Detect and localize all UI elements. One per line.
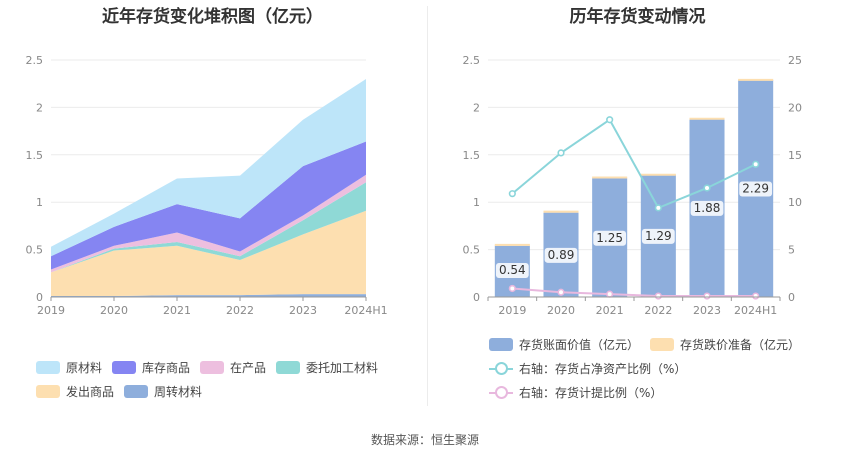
legend-label: 库存商品 [142,361,191,375]
legend-swatch [489,386,513,399]
bar-value-label: 1.25 [596,231,623,245]
y-tick-label: 2 [36,101,43,114]
x-tick-label: 2020 [547,304,575,317]
line-point [508,190,516,198]
left-chart-title: 近年存货变化堆积图（亿元） [102,7,323,27]
line-point [703,292,711,300]
area-series-周转材料 [51,294,366,297]
y-tick-label: 1 [473,196,480,209]
right-chart-title: 历年存货变动情况 [569,7,706,27]
legend-item[interactable]: 存货跌价准备（亿元） [650,336,800,353]
panel-divider [427,6,428,406]
legend-label: 发出商品 [66,385,115,399]
legend-swatch [36,385,60,398]
legend-swatch [650,338,674,351]
x-tick-label: 2024H1 [734,304,777,317]
area-series-原材料 [51,78,366,257]
line-point [606,116,614,124]
y-tick-label: 2 [473,101,480,114]
bar-label-bg [495,263,529,278]
y2-tick-label: 20 [788,101,802,114]
area-series-库存商品 [51,141,366,270]
legend-label: 在产品 [230,361,267,375]
y-tick-label: 0 [36,291,43,304]
legend-item[interactable]: 周转材料 [124,383,202,400]
bar-value-label: 2.29 [742,181,769,195]
x-tick-label: 2020 [100,304,128,317]
legend-swatch [124,385,148,398]
legend-swatch [200,361,224,374]
x-tick-label: 2021 [596,304,624,317]
line-point [654,292,662,300]
legend-label: 委托加工材料 [306,361,379,375]
y-tick-label: 1 [36,196,43,209]
bar-label-bg [641,228,675,244]
y-tick-label: 0.5 [463,244,481,257]
legend-label: 右轴：存货占净资产比例（%） [519,362,687,376]
line-point [752,292,760,300]
line-point [557,149,565,157]
y2-tick-label: 15 [788,149,802,162]
legend-item[interactable]: 委托加工材料 [276,359,378,376]
legend-item[interactable]: 右轴：存货计提比例（%） [489,384,662,401]
line-point [752,160,760,168]
legend-item[interactable]: 存货账面价值（亿元） [489,336,639,353]
bar-value-label: 0.54 [499,263,526,277]
line-point [557,288,565,296]
y2-tick-label: 10 [788,196,802,209]
legend-item[interactable]: 发出商品 [36,383,114,400]
legend-swatch [276,361,300,374]
legend-label: 周转材料 [154,385,203,399]
line-point [508,284,516,293]
y-tick-label: 2.5 [26,54,44,67]
bar-label-bg [739,181,773,197]
line-point [703,184,711,192]
legend-swatch [112,361,136,374]
inventory-bar-line-chart: 0 0.5 1 1.5 2 2.5 0 5 10 15 20 25 0.54 0.89 1.25 1.29 1.… [463,54,803,317]
legend-label: 存货跌价准备（亿元） [680,338,801,352]
x-tick-label: 2019 [37,304,65,317]
area-series-委托加工材料 [51,182,366,273]
legend-label: 原材料 [66,361,103,375]
legend-swatch [489,362,513,375]
x-tick-label: 2022 [226,304,254,317]
line-series [512,287,756,298]
x-tick-label: 2023 [693,304,721,317]
x-tick-label: 2024H1 [344,304,387,317]
bar-value-label: 1.29 [645,229,672,243]
line-point [606,290,614,298]
legend-label: 右轴：存货计提比例（%） [519,386,663,400]
bar-label-bg [690,200,724,216]
area-series-发出商品 [51,210,366,297]
line-point [654,204,662,212]
stacked-area-chart: 0 0.5 1 1.5 2 2.5 2019 2020 2021 2022 2023 2024H1 [26,54,388,317]
x-tick-label: 2021 [163,304,191,317]
legend-label: 存货账面价值（亿元） [519,338,640,352]
bar-label-bg [593,230,627,246]
y2-tick-label: 0 [788,291,795,304]
y-tick-label: 0 [473,291,480,304]
x-tick-label: 2023 [289,304,317,317]
bar-label-bg [544,247,578,263]
y-tick-label: 2.5 [463,54,481,67]
y2-tick-label: 25 [788,54,802,67]
legend-item[interactable]: 在产品 [200,359,266,376]
bar-value-label: 0.89 [548,248,575,262]
legend-item[interactable]: 原材料 [36,359,102,376]
y-tick-label: 1.5 [463,149,481,162]
bar-value-label: 1.88 [694,201,721,215]
legend-item[interactable]: 库存商品 [112,359,190,376]
x-tick-label: 2022 [644,304,672,317]
legend-item[interactable]: 右轴：存货占净资产比例（%） [489,360,686,377]
y2-tick-label: 5 [788,244,795,257]
data-source-note: 数据来源：恒生聚源 [370,433,479,447]
legend-swatch [36,361,60,374]
legend-swatch [489,338,513,351]
line-series [511,118,757,210]
x-tick-label: 2019 [498,304,526,317]
y-tick-label: 1.5 [26,149,44,162]
y-tick-label: 0.5 [26,244,44,257]
